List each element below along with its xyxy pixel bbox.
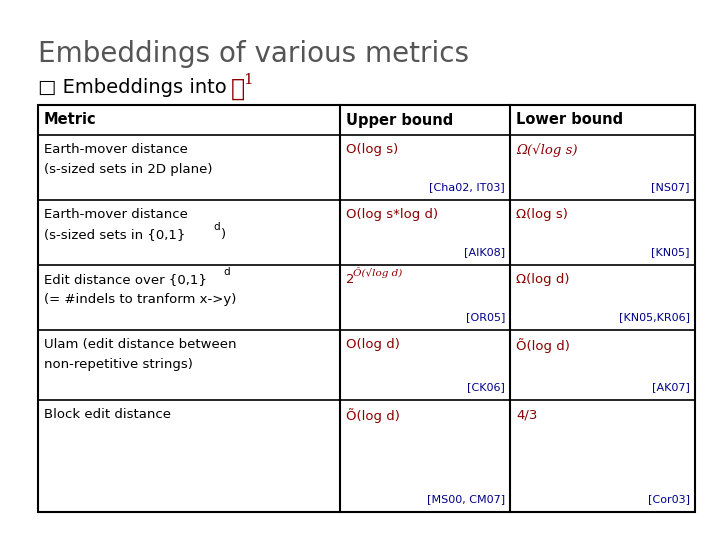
Text: (s-sized sets in {0,1}: (s-sized sets in {0,1} — [44, 228, 185, 241]
Text: Upper bound: Upper bound — [346, 112, 454, 127]
Text: (s-sized sets in 2D plane): (s-sized sets in 2D plane) — [44, 163, 212, 176]
Text: O(log s): O(log s) — [346, 143, 398, 156]
Text: Embeddings of various metrics: Embeddings of various metrics — [38, 40, 469, 68]
Text: [Cha02, IT03]: [Cha02, IT03] — [429, 182, 505, 192]
Text: Metric: Metric — [44, 112, 96, 127]
Text: O(log d): O(log d) — [346, 338, 400, 351]
Text: [OR05]: [OR05] — [466, 312, 505, 322]
Text: Õ(log d): Õ(log d) — [516, 338, 570, 353]
Text: [MS00, CM07]: [MS00, CM07] — [427, 494, 505, 504]
Text: ): ) — [221, 228, 226, 241]
Text: Õ(log d): Õ(log d) — [346, 408, 400, 423]
Text: 1: 1 — [243, 73, 253, 87]
Text: d: d — [223, 267, 230, 277]
Text: Ω(log d): Ω(log d) — [516, 273, 570, 286]
Text: non-repetitive strings): non-repetitive strings) — [44, 358, 193, 371]
Text: Ulam (edit distance between: Ulam (edit distance between — [44, 338, 236, 351]
Text: [NS07]: [NS07] — [652, 182, 690, 192]
Text: 2: 2 — [346, 273, 354, 286]
Text: Ω(log s): Ω(log s) — [516, 208, 568, 221]
Text: Ω(√log s): Ω(√log s) — [516, 143, 577, 157]
Text: [AK07]: [AK07] — [652, 382, 690, 392]
Text: Earth-mover distance: Earth-mover distance — [44, 208, 188, 221]
Text: [AIK08]: [AIK08] — [464, 247, 505, 257]
Text: [CK06]: [CK06] — [467, 382, 505, 392]
Text: Edit distance over {0,1}: Edit distance over {0,1} — [44, 273, 207, 286]
Text: Lower bound: Lower bound — [516, 112, 623, 127]
Text: O(log s*log d): O(log s*log d) — [346, 208, 438, 221]
Text: d: d — [213, 222, 220, 232]
Text: Earth-mover distance: Earth-mover distance — [44, 143, 188, 156]
Text: [KN05]: [KN05] — [652, 247, 690, 257]
Text: [Cor03]: [Cor03] — [648, 494, 690, 504]
Text: ℓ: ℓ — [231, 78, 245, 101]
Text: (= #indels to tranform x->y): (= #indels to tranform x->y) — [44, 293, 236, 306]
Text: □ Embeddings into: □ Embeddings into — [38, 78, 233, 97]
Bar — [38, 105, 695, 512]
Text: 4/3: 4/3 — [516, 408, 537, 421]
Text: Block edit distance: Block edit distance — [44, 408, 171, 421]
Text: Õ(√log d): Õ(√log d) — [353, 267, 402, 278]
Text: [KN05,KR06]: [KN05,KR06] — [619, 312, 690, 322]
